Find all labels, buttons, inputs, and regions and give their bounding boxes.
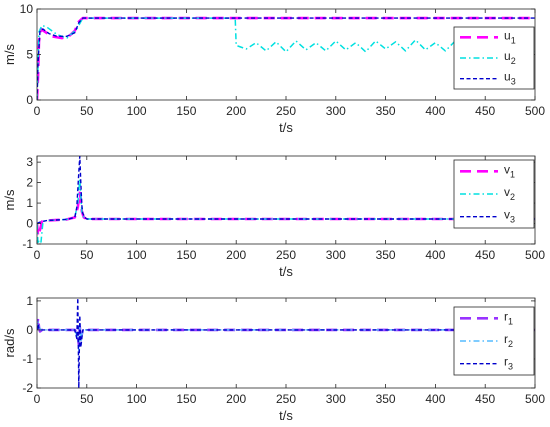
legend-entry-u3: u3 xyxy=(504,70,516,87)
series-group xyxy=(37,298,535,388)
legend-subscript: 1 xyxy=(511,35,516,45)
y-tick-label: 3 xyxy=(26,155,33,169)
x-tick-label: 450 xyxy=(475,104,495,118)
y-axis-label: m/s xyxy=(2,189,17,210)
y-tick-label: -1 xyxy=(22,352,33,366)
legend: r1 r2 r3 xyxy=(453,306,535,376)
legend-subscript: 1 xyxy=(510,169,515,179)
series-line-r1 xyxy=(37,316,535,346)
x-tick-label: 150 xyxy=(176,104,196,118)
legend-entry-v3: v3 xyxy=(504,208,515,225)
y-tick-label: 5 xyxy=(26,48,33,62)
y-tick-label: 0 xyxy=(26,323,33,337)
x-tick-label: 300 xyxy=(326,392,346,406)
series-group xyxy=(37,156,535,244)
x-tick-label: 100 xyxy=(127,248,147,262)
x-tick-label: 400 xyxy=(425,392,445,406)
legend-subscript: 2 xyxy=(510,192,515,202)
y-tick-label: 10 xyxy=(20,2,34,16)
x-tick-label: 200 xyxy=(226,104,246,118)
x-axis-label: t/s xyxy=(279,264,293,279)
x-tick-label: 350 xyxy=(376,248,396,262)
x-tick-label: 250 xyxy=(276,248,296,262)
y-tick-label: 1 xyxy=(26,294,33,308)
legend-subscript: 2 xyxy=(508,339,513,349)
legend-subscript: 1 xyxy=(508,316,513,326)
series-line-r3 xyxy=(37,298,535,388)
y-tick-label: -2 xyxy=(22,381,33,395)
x-tick-label: 100 xyxy=(127,104,147,118)
x-tick-label: 450 xyxy=(475,248,495,262)
x-tick-label: 300 xyxy=(326,104,346,118)
x-tick-label: 100 xyxy=(127,392,147,406)
legend-entry-r3: r3 xyxy=(504,355,513,372)
x-tick-label: 500 xyxy=(525,392,545,406)
series-line-u3 xyxy=(37,17,535,100)
x-tick-label: 500 xyxy=(525,104,545,118)
x-tick-label: 0 xyxy=(34,104,41,118)
x-tick-label: 50 xyxy=(80,248,94,262)
y-tick-label: 1 xyxy=(26,196,33,210)
y-axis-label: m/s xyxy=(2,44,17,65)
x-tick-label: 250 xyxy=(276,104,296,118)
legend-subscript: 3 xyxy=(511,77,516,87)
y-tick-label: 0 xyxy=(26,93,33,107)
legend-entry-u2: u2 xyxy=(504,49,516,66)
subplot-2: 0 50 100 150 200 250 300 350 400 450 500-10123t/sm… xyxy=(2,155,545,279)
x-tick-label: 200 xyxy=(226,392,246,406)
x-tick-label: 350 xyxy=(376,104,396,118)
x-tick-label: 0 xyxy=(34,248,41,262)
x-tick-label: 50 xyxy=(80,104,94,118)
legend-entry-v2: v2 xyxy=(504,185,515,202)
x-tick-label: 150 xyxy=(176,392,196,406)
x-tick-label: 150 xyxy=(176,248,196,262)
y-tick-label: 2 xyxy=(26,176,33,190)
x-tick-label: 350 xyxy=(376,392,396,406)
y-tick-label: -1 xyxy=(22,237,33,251)
y-axis-label: rad/s xyxy=(2,328,17,357)
legend-entry-r1: r1 xyxy=(504,309,513,326)
x-tick-label: 300 xyxy=(326,248,346,262)
x-tick-label: 500 xyxy=(525,248,545,262)
series-group xyxy=(37,16,535,100)
x-tick-label: 200 xyxy=(226,248,246,262)
x-axis-label: t/s xyxy=(279,408,293,423)
x-tick-label: 400 xyxy=(425,104,445,118)
x-axis-label: t/s xyxy=(279,120,293,135)
subplot-3: 0 50 100 150 200 250 300 350 400 450 500 -2 -1 0 1 t/s r… xyxy=(2,294,545,423)
subplot-1: 0 50 100 150 200 250 300 350 400 450 500 0 5 10 t/s m/s… xyxy=(2,2,545,135)
legend: v1 v2 v3 xyxy=(453,159,535,229)
x-tick-label: 250 xyxy=(276,392,296,406)
legend-subscript: 2 xyxy=(511,56,516,66)
x-tick-label: 0 xyxy=(34,392,41,406)
legend-entry-v1: v1 xyxy=(504,162,515,179)
y-tick-label: 0 xyxy=(26,217,33,231)
legend: u1 u2 u3 xyxy=(453,26,535,90)
series-line-u2 xyxy=(37,17,535,100)
legend-subscript: 3 xyxy=(510,215,515,225)
legend-entry-u1: u1 xyxy=(504,28,516,45)
legend-entry-r2: r2 xyxy=(504,332,513,349)
legend-subscript: 3 xyxy=(508,362,513,372)
x-tick-label: 400 xyxy=(425,248,445,262)
series-line-v3 xyxy=(37,156,535,225)
x-tick-label: 50 xyxy=(80,392,94,406)
x-tick-label: 450 xyxy=(475,392,495,406)
